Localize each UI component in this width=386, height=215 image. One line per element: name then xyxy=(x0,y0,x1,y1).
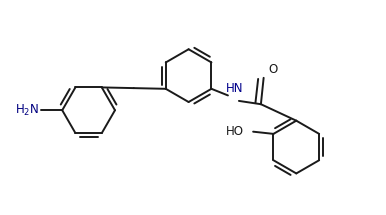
Text: HO: HO xyxy=(226,125,244,138)
Text: HN: HN xyxy=(226,82,243,95)
Text: O: O xyxy=(268,63,277,76)
Text: H$_2$N: H$_2$N xyxy=(15,103,39,118)
